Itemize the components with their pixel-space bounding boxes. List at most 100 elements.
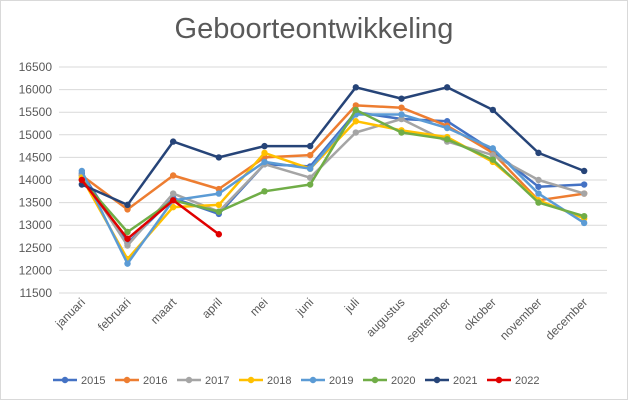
x-tick-label: december <box>543 295 591 343</box>
data-point-2021 <box>124 201 131 209</box>
data-point-2019 <box>215 190 223 197</box>
legend-label: 2016 <box>143 375 167 387</box>
y-tick-label: 13000 <box>19 218 53 232</box>
x-tick-label: mei <box>247 295 271 319</box>
data-point-2015 <box>535 183 542 190</box>
y-tick-label: 13500 <box>19 196 53 210</box>
data-point-2021 <box>215 154 223 161</box>
data-point-2022 <box>78 176 86 184</box>
legend-label: 2018 <box>267 375 291 387</box>
data-point-2017 <box>306 174 314 181</box>
series-line-2017 <box>80 117 586 247</box>
legend-swatch-marker <box>495 376 503 384</box>
data-point-2017 <box>489 151 497 159</box>
data-point-2021 <box>352 84 360 91</box>
legend-label: 2019 <box>329 375 353 387</box>
data-point-2020 <box>124 228 131 236</box>
y-tick-label: 14000 <box>19 173 53 187</box>
series-line-2019 <box>80 113 586 265</box>
y-tick-label: 15000 <box>19 128 53 142</box>
legend-swatch-marker <box>123 376 131 384</box>
series-line-2021 <box>80 86 586 207</box>
series-line-2022 <box>80 178 221 241</box>
data-point-2021 <box>443 84 451 91</box>
x-tick-label: oktober <box>461 295 499 333</box>
legend-swatch-marker <box>61 376 69 384</box>
data-point-2021 <box>306 142 314 150</box>
data-point-2019 <box>261 158 268 166</box>
x-tick-label: januari <box>52 295 88 331</box>
legend-swatch-marker <box>309 376 317 384</box>
data-point-2020 <box>306 181 314 188</box>
legend-swatch-marker <box>433 376 441 384</box>
data-point-2019 <box>124 260 131 267</box>
x-tick-label: juni <box>292 295 316 319</box>
data-point-2020 <box>352 106 360 114</box>
data-point-2018 <box>261 149 268 157</box>
x-tick-label: april <box>199 295 225 321</box>
data-point-2016 <box>398 104 405 111</box>
data-point-2021 <box>261 142 268 150</box>
data-point-2015 <box>443 118 451 125</box>
data-point-2016 <box>124 206 131 213</box>
data-point-2018 <box>169 203 177 211</box>
data-point-2019 <box>535 190 542 197</box>
data-point-2017 <box>352 129 360 136</box>
data-point-2021 <box>535 149 542 157</box>
legend-swatch-marker <box>247 376 255 384</box>
data-point-2019 <box>78 167 86 175</box>
x-tick-label: februari <box>95 295 134 334</box>
data-point-2020 <box>535 199 542 206</box>
data-point-2018 <box>352 118 360 125</box>
data-point-2019 <box>580 219 588 227</box>
data-point-2022 <box>215 231 223 238</box>
data-point-2020 <box>215 208 223 215</box>
x-tick-label: juli <box>341 295 362 316</box>
data-point-2022 <box>169 197 177 204</box>
legend-swatch-marker <box>185 376 193 384</box>
data-point-2019 <box>443 124 451 132</box>
y-tick-label: 11500 <box>20 286 53 300</box>
data-point-2020 <box>261 188 268 195</box>
data-point-2020 <box>398 129 405 136</box>
y-tick-label: 16500 <box>19 60 53 74</box>
y-tick-label: 15500 <box>19 105 53 119</box>
data-point-2018 <box>215 201 223 209</box>
data-point-2016 <box>352 102 360 109</box>
y-tick-label: 12500 <box>19 241 53 255</box>
data-point-2017 <box>169 190 177 197</box>
legend-swatch-marker <box>371 376 379 384</box>
data-point-2021 <box>398 95 405 102</box>
data-point-2016 <box>215 185 223 193</box>
data-point-2017 <box>580 190 588 197</box>
x-tick-label: november <box>497 295 545 343</box>
legend-label: 2020 <box>391 375 415 387</box>
x-tick-label: augustus <box>363 295 407 339</box>
legend-label: 2022 <box>515 375 539 387</box>
data-point-2019 <box>306 165 314 172</box>
data-point-2020 <box>580 212 588 220</box>
y-tick-label: 14500 <box>19 150 53 164</box>
data-point-2017 <box>124 242 131 249</box>
data-point-2020 <box>489 156 497 163</box>
legend-label: 2021 <box>453 375 477 387</box>
data-point-2015 <box>580 181 588 188</box>
data-point-2020 <box>443 136 451 143</box>
data-point-2016 <box>306 151 314 159</box>
data-point-2017 <box>398 115 405 123</box>
data-point-2017 <box>535 176 542 184</box>
data-point-2019 <box>398 111 405 118</box>
series-line-2016 <box>80 104 586 211</box>
data-point-2021 <box>489 106 497 114</box>
x-tick-label: september <box>403 295 453 345</box>
y-tick-label: 12000 <box>19 263 53 277</box>
x-tick-label: maart <box>148 295 180 327</box>
legend-label: 2015 <box>81 375 105 387</box>
data-point-2016 <box>169 172 177 179</box>
data-point-2021 <box>169 138 177 145</box>
data-point-2021 <box>580 167 588 175</box>
data-point-2019 <box>489 145 497 152</box>
data-point-2022 <box>124 235 131 242</box>
